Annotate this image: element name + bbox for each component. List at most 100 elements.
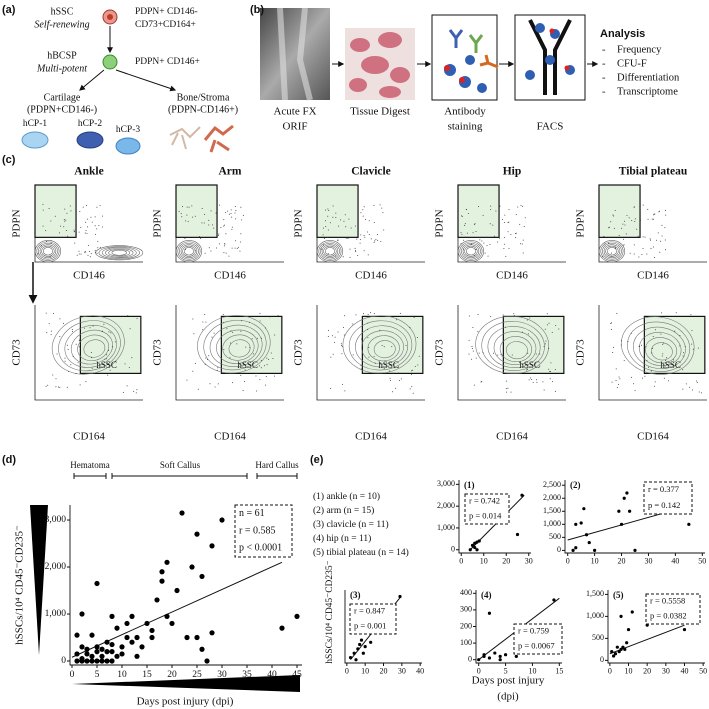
- contour: [457, 240, 485, 263]
- event: [214, 386, 216, 388]
- event: [482, 214, 484, 216]
- event: [97, 247, 99, 249]
- axis: [316, 305, 425, 401]
- event: [335, 216, 337, 218]
- point: [498, 654, 502, 658]
- label: Analysis: [600, 28, 645, 40]
- event: [66, 386, 68, 388]
- event: [409, 388, 411, 390]
- event: [626, 214, 628, 216]
- event: [342, 383, 344, 385]
- point: [579, 521, 583, 525]
- event: [198, 236, 200, 238]
- event: [640, 219, 642, 221]
- event: [259, 320, 261, 322]
- event: [73, 229, 75, 231]
- event: [129, 328, 131, 330]
- event: [612, 214, 614, 216]
- event: [524, 217, 526, 219]
- event: [522, 205, 524, 207]
- event: [92, 325, 94, 327]
- event: [272, 357, 274, 359]
- cells: [444, 55, 487, 93]
- contour: [373, 340, 396, 359]
- event: [274, 334, 276, 336]
- event: [197, 388, 199, 390]
- point: [99, 646, 105, 652]
- event: [484, 252, 486, 254]
- event: [520, 204, 522, 206]
- event: [507, 231, 509, 233]
- event: [91, 367, 93, 369]
- event: [618, 376, 620, 378]
- y-tick-label: 0: [451, 545, 455, 554]
- event: [343, 220, 345, 222]
- event: [347, 237, 349, 239]
- event: [99, 246, 101, 248]
- event: [344, 214, 346, 216]
- event: [396, 319, 398, 321]
- contour: [499, 336, 533, 363]
- event: [513, 313, 515, 315]
- event: [187, 221, 189, 223]
- event: [536, 381, 538, 383]
- event: [205, 357, 207, 359]
- event: [636, 228, 638, 230]
- site-title: Arm: [219, 166, 242, 178]
- panel-label: (3): [350, 590, 361, 600]
- arrow: [115, 69, 177, 92]
- event: [621, 340, 623, 342]
- event: [259, 379, 261, 381]
- event: [47, 384, 49, 386]
- x-tick-label: 30: [398, 667, 406, 676]
- event: [641, 254, 643, 256]
- scale-wedge-x: [72, 675, 300, 692]
- event: [67, 235, 69, 237]
- y-tick-label: 1,000: [543, 519, 561, 528]
- event: [631, 220, 633, 222]
- axis: [175, 305, 284, 401]
- flow-plot: [598, 184, 707, 401]
- funnel: [528, 19, 572, 95]
- event: [85, 381, 87, 383]
- site-title: Hip: [503, 166, 522, 178]
- event: [256, 337, 258, 339]
- event: [652, 347, 654, 349]
- event: [375, 238, 377, 240]
- event: [352, 354, 354, 356]
- hssc-nucleus: [107, 14, 113, 20]
- y-tick-label: 1,000: [45, 609, 67, 619]
- event: [97, 240, 99, 242]
- event: [352, 323, 354, 325]
- event: [644, 375, 646, 377]
- x-tick-label: 0: [566, 557, 570, 566]
- event: [255, 372, 257, 374]
- event: [335, 212, 337, 214]
- label: hSSC: [51, 6, 74, 17]
- event: [327, 253, 329, 255]
- event: [697, 347, 699, 349]
- x-tick-label: 30: [217, 670, 227, 680]
- event: [343, 326, 345, 328]
- event: [49, 255, 51, 257]
- event: [662, 343, 664, 345]
- event: [383, 367, 385, 369]
- contour: [51, 315, 125, 375]
- event: [65, 219, 67, 221]
- contour: [183, 247, 194, 256]
- event: [373, 221, 375, 223]
- axis-label: CD164: [637, 431, 669, 443]
- event: [242, 390, 244, 392]
- point: [610, 649, 614, 654]
- event: [205, 321, 207, 323]
- event: [416, 336, 418, 338]
- event: [94, 225, 96, 227]
- event: [503, 243, 505, 245]
- point: [79, 656, 85, 662]
- event: [682, 355, 684, 357]
- event: [269, 316, 271, 318]
- gate: [34, 184, 77, 238]
- event: [478, 352, 480, 354]
- y-tick-label: 1,500: [543, 506, 561, 515]
- event: [548, 347, 550, 349]
